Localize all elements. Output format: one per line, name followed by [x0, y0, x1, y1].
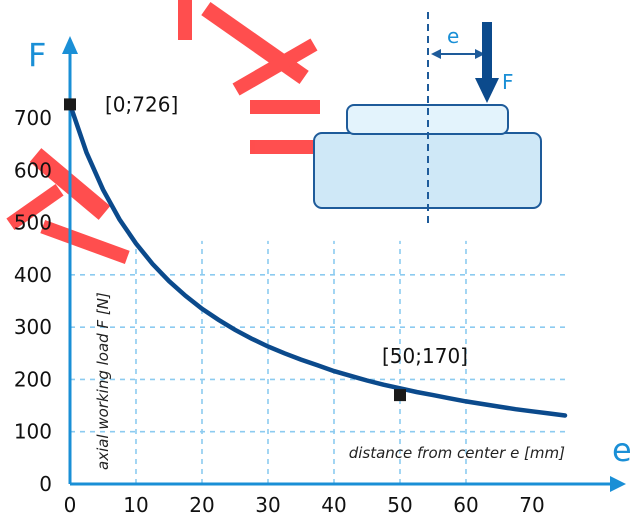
data-point-label: [0;726]	[105, 92, 178, 116]
offset-label: e	[447, 24, 459, 48]
y-axis-letter: F	[28, 36, 46, 74]
x-tick-label: 30	[255, 493, 280, 517]
data-points: [0;726] [50;170]	[64, 92, 468, 402]
x-tick-label: 0	[64, 493, 77, 517]
force-arrow-icon	[475, 78, 499, 103]
x-tick-label: 20	[189, 493, 214, 517]
x-axis-letter: e	[612, 431, 632, 469]
x-tick-label: 50	[387, 493, 412, 517]
y-tick-label: 700	[14, 106, 52, 130]
y-tick-label: 600	[14, 158, 52, 182]
force-label: F	[502, 70, 514, 94]
x-tick-label: 10	[123, 493, 148, 517]
data-point-marker	[64, 98, 76, 111]
x-tick-label: 60	[453, 493, 478, 517]
grid	[70, 240, 565, 484]
y-tick-label: 400	[14, 263, 52, 287]
force-arrow-shaft	[482, 22, 492, 80]
x-tick-label: 70	[519, 493, 544, 517]
data-point-label: [50;170]	[382, 344, 468, 368]
y-tick-label: 300	[14, 315, 52, 339]
y-tick-label: 200	[14, 367, 52, 391]
x-axis-title: distance from center e [mm]	[349, 444, 565, 462]
offset-arrow-left-icon	[431, 49, 441, 59]
y-axis-title: axial working load F [N]	[94, 292, 112, 470]
data-point-marker	[394, 389, 406, 402]
y-axis-arrow-icon	[62, 36, 78, 54]
y-tick-label: 0	[39, 472, 52, 496]
offset-arrow-right-icon	[475, 49, 485, 59]
watermark	[6, 0, 320, 264]
axes	[62, 36, 626, 492]
y-tick-label: 100	[14, 420, 52, 444]
x-tick-label: 40	[321, 493, 346, 517]
x-axis-arrow-icon	[610, 476, 626, 492]
data-curve	[67, 102, 568, 418]
y-tick-label: 500	[14, 211, 52, 235]
load-diagram: e F	[313, 12, 542, 228]
